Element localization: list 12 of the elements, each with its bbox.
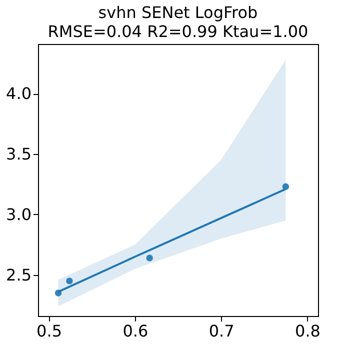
y-tick-label: 4.0: [6, 84, 32, 104]
y-tick-label: 3.0: [6, 204, 32, 224]
point: [146, 254, 153, 262]
chart-subtitle: RMSE=0.04 R2=0.99 Ktau=1.00: [48, 22, 308, 41]
x-tick-label: 0.6: [122, 322, 148, 340]
x-tick-label: 0.7: [208, 322, 234, 340]
y-tick-label: 2.5: [6, 265, 32, 284]
x-tick-label: 0.5: [36, 322, 62, 340]
y-tick-label: 3.5: [6, 144, 32, 164]
point: [66, 278, 73, 284]
x-tick-label: 0.8: [295, 322, 320, 340]
chart-title: svhn SENet LogFrob: [98, 3, 258, 22]
